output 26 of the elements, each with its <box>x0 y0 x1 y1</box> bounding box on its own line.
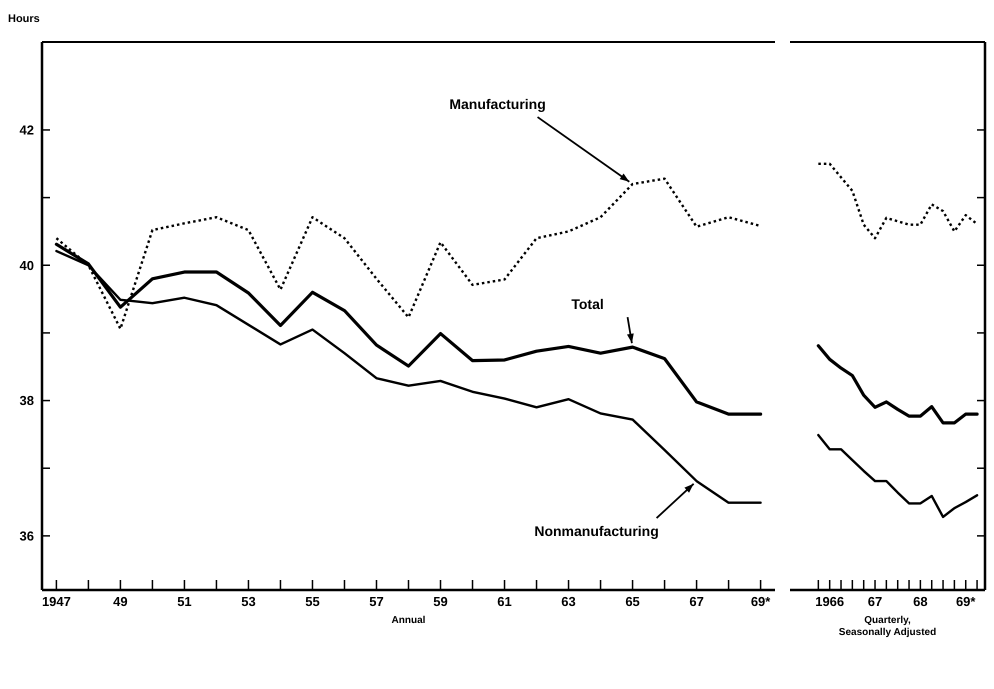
y-tick-label: 36 <box>20 528 34 544</box>
x-tick-label: 55 <box>305 594 320 609</box>
x-tick-label: 53 <box>241 594 256 609</box>
y-axis-title: Hours <box>8 13 40 25</box>
x-tick-label: 1966 <box>815 594 844 609</box>
x-tick-label: 1947 <box>42 594 71 609</box>
x-tick-label: 68 <box>913 594 928 609</box>
y-tick-label: 42 <box>20 122 34 138</box>
text: Manufacturing <box>449 96 546 112</box>
x-tick-label: 67 <box>868 594 882 609</box>
x-axis-title: Quarterly, Seasonally Adjusted <box>838 615 936 638</box>
x-tick-label: 51 <box>177 594 192 609</box>
x-axis-title: Annual <box>392 615 426 626</box>
x-tick-label: 59 <box>433 594 448 609</box>
x-tick-label: 65 <box>625 594 640 609</box>
x-tick-label: 69* <box>956 594 976 609</box>
x-tick-label: 69* <box>750 594 772 609</box>
x-tick-label: 57 <box>369 594 384 609</box>
x-tick-label: 63 <box>561 594 576 609</box>
text: Nonmanufacturing <box>534 523 659 540</box>
text: Total <box>571 296 604 312</box>
x-tick-label: 49 <box>113 594 128 609</box>
y-tick-label: 38 <box>20 393 34 408</box>
x-tick-label: 67 <box>689 594 704 609</box>
y-tick-label: 40 <box>20 258 34 273</box>
x-tick-label: 61 <box>497 594 512 609</box>
